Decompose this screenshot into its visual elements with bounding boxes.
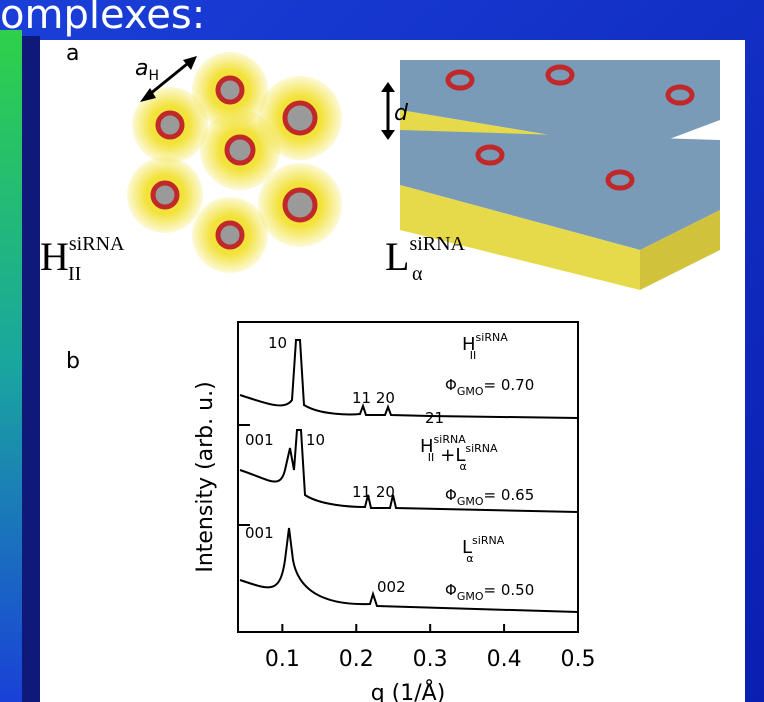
slide: omplexes: a aH d HsiRNAII LsiRNAα b Inte… [0,0,764,702]
phase-sub: α [466,552,473,565]
phase-sup: siRNA [465,442,498,455]
peak-label: 001 [245,431,274,449]
peak-label: 10 [306,431,325,449]
phase-sub: II [428,451,435,464]
phi-symbol: Φ [445,486,457,504]
spacing-label: d [394,101,409,126]
page: omplexes: a aH d HsiRNAII LsiRNAα b Inte… [0,0,764,702]
phase-sup: siRNA [409,233,465,255]
peak-label: 001 [245,524,274,542]
phase-base: H [40,234,69,279]
phi-value: = 0.50 [484,581,535,599]
x-tick-label: 0.3 [413,647,448,672]
x-tick-label: 0.4 [487,647,522,672]
phase-sub: α [460,460,467,473]
panel-label: b [66,349,80,374]
side-stripe [0,30,22,702]
phi-sub: GMO [457,385,484,398]
phi-symbol: Φ [445,376,457,394]
spacing-sub: H [148,68,159,84]
peak-label: 10 [268,334,287,352]
peak-label: 11 20 [352,389,395,407]
phase-joiner: + [440,445,455,466]
phase-sub: α [412,263,423,285]
phase-sup: siRNA [472,534,505,547]
y-axis-label: Intensity (arb. u.) [193,381,218,572]
panel-border [22,36,40,702]
x-tick-label: 0.1 [265,647,300,672]
phi-value: = 0.70 [484,376,535,394]
phase-sup: siRNA [476,331,509,344]
phase-sup: siRNA [69,233,125,255]
peak-label: 002 [377,578,406,596]
x-tick-label: 0.2 [339,647,374,672]
slide-title: omplexes: [0,0,205,38]
peak-label: 11 20 [352,483,395,501]
x-tick-label: 0.5 [561,647,596,672]
phi-symbol: Φ [445,581,457,599]
phase-base: L [385,234,409,279]
phase-sub: II [470,349,477,362]
phi-sub: GMO [457,590,484,603]
x-axis-label: q (1/Å) [371,679,446,702]
peak-label: 21 [425,409,444,427]
spacing-base: a [135,56,148,81]
panel-label: a [66,41,79,66]
phi-sub: GMO [457,495,484,508]
phase-sub: II [68,263,81,285]
phi-value: = 0.65 [484,486,535,504]
